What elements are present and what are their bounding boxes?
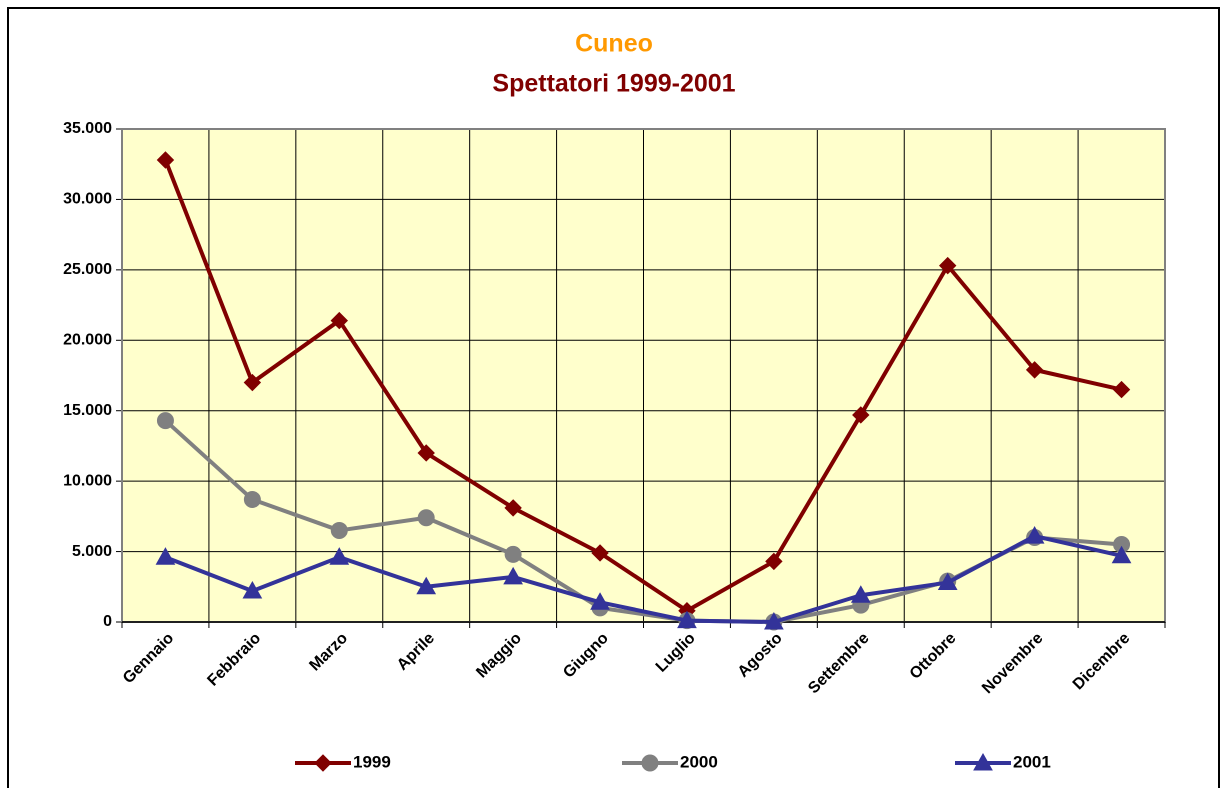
y-tick-label: 10.000: [63, 472, 112, 489]
legend-marker: [973, 752, 993, 771]
chart-subtitle: Spettatori 1999-2001: [492, 70, 735, 98]
legend-label: 2001: [1013, 752, 1051, 771]
data-point: [242, 580, 263, 599]
chart-title: Cuneo: [575, 30, 653, 58]
data-point: [937, 572, 958, 591]
data-point: [330, 311, 348, 330]
data-point: [591, 544, 609, 562]
data-point: [329, 547, 350, 565]
data-point: [939, 256, 957, 275]
y-tick-label: 25.000: [63, 261, 112, 278]
legend-marker: [641, 754, 659, 772]
data-point: [765, 552, 783, 571]
y-tick-label: 20.000: [63, 332, 112, 349]
series-line: [163, 159, 1122, 613]
data-point: [417, 444, 435, 462]
data-point: [503, 566, 523, 585]
data-point: [677, 610, 697, 629]
y-tick-label: 15.000: [63, 402, 112, 419]
data-point: [850, 585, 871, 603]
data-point: [243, 490, 261, 508]
data-point: [1111, 545, 1132, 564]
y-tick-label: 5.000: [72, 543, 112, 560]
data-point: [156, 151, 175, 169]
y-tick-label: 30.000: [63, 191, 112, 208]
legend-label: 1999: [353, 752, 391, 771]
y-tick-label: 35.000: [63, 120, 112, 137]
data-point: [1024, 526, 1045, 544]
data-point: [1112, 380, 1131, 399]
data-point: [330, 521, 348, 539]
data-point: [417, 509, 435, 527]
data-point: [416, 576, 437, 595]
data-point: [243, 373, 262, 392]
data-point: [764, 611, 784, 630]
series-line: [164, 534, 1122, 624]
y-tick-label: 0: [103, 613, 112, 630]
data-point: [1025, 361, 1044, 379]
data-point: [155, 547, 176, 565]
data-point: [504, 545, 522, 563]
legend-marker: [314, 754, 332, 772]
data-point: [156, 412, 174, 430]
legend-label: 2000: [680, 752, 718, 771]
data-point: [504, 499, 522, 517]
data-point: [852, 406, 870, 424]
data-point: [590, 592, 610, 610]
